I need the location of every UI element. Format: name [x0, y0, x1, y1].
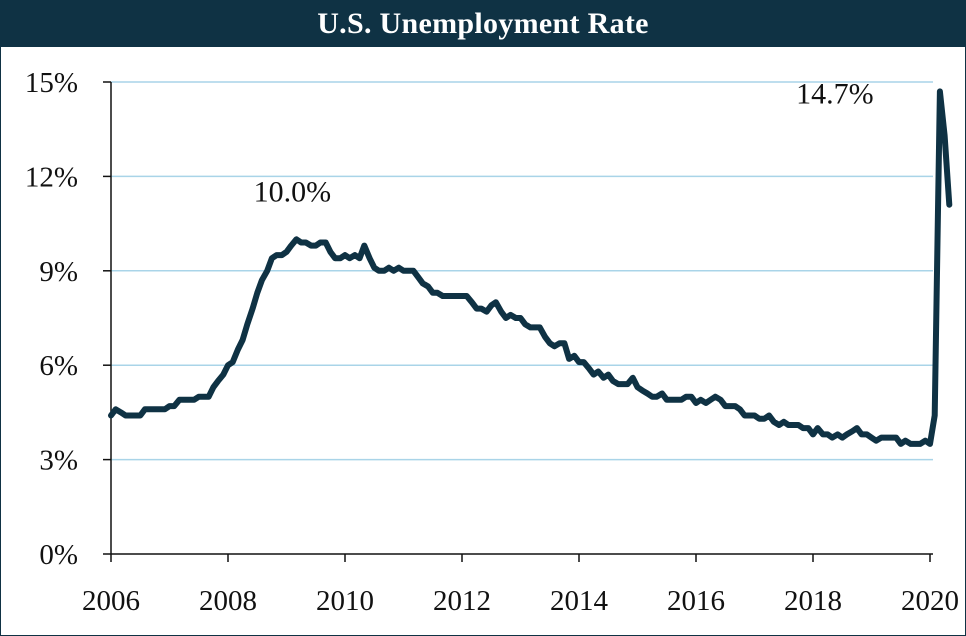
x-tick-label: 2016: [667, 585, 725, 617]
x-tick-label: 2018: [784, 585, 842, 617]
annotations: 10.0% 14.7%: [254, 77, 874, 208]
y-axis-tick-labels: 0% 3% 6% 9% 12% 15%: [25, 67, 78, 571]
y-tick-label: 9%: [39, 256, 78, 288]
x-axis-tick-labels: 2006 2008 2010 2012 2014 2016 2018 2020: [82, 585, 959, 617]
gridlines: [111, 81, 933, 461]
x-tick-label: 2010: [316, 585, 374, 617]
y-tick-label: 12%: [25, 161, 78, 193]
data-label-annotation: 14.7%: [796, 77, 874, 110]
x-tick-label: 2020: [901, 585, 959, 617]
y-tick-label: 3%: [39, 445, 78, 477]
axes: [103, 81, 933, 562]
x-tick-label: 2006: [82, 585, 140, 617]
x-tick-label: 2012: [433, 585, 491, 617]
series-group: [108, 88, 953, 447]
x-tick-label: 2014: [550, 585, 609, 617]
series-line-0: [108, 88, 953, 447]
x-tick-label: 2008: [199, 585, 257, 617]
y-tick-label: 0%: [39, 539, 78, 571]
y-tick-label: 15%: [25, 67, 78, 99]
y-tick-label: 6%: [39, 350, 78, 382]
data-label-annotation: 10.0%: [254, 175, 332, 208]
chart-title: U.S. Unemployment Rate: [1, 1, 965, 47]
